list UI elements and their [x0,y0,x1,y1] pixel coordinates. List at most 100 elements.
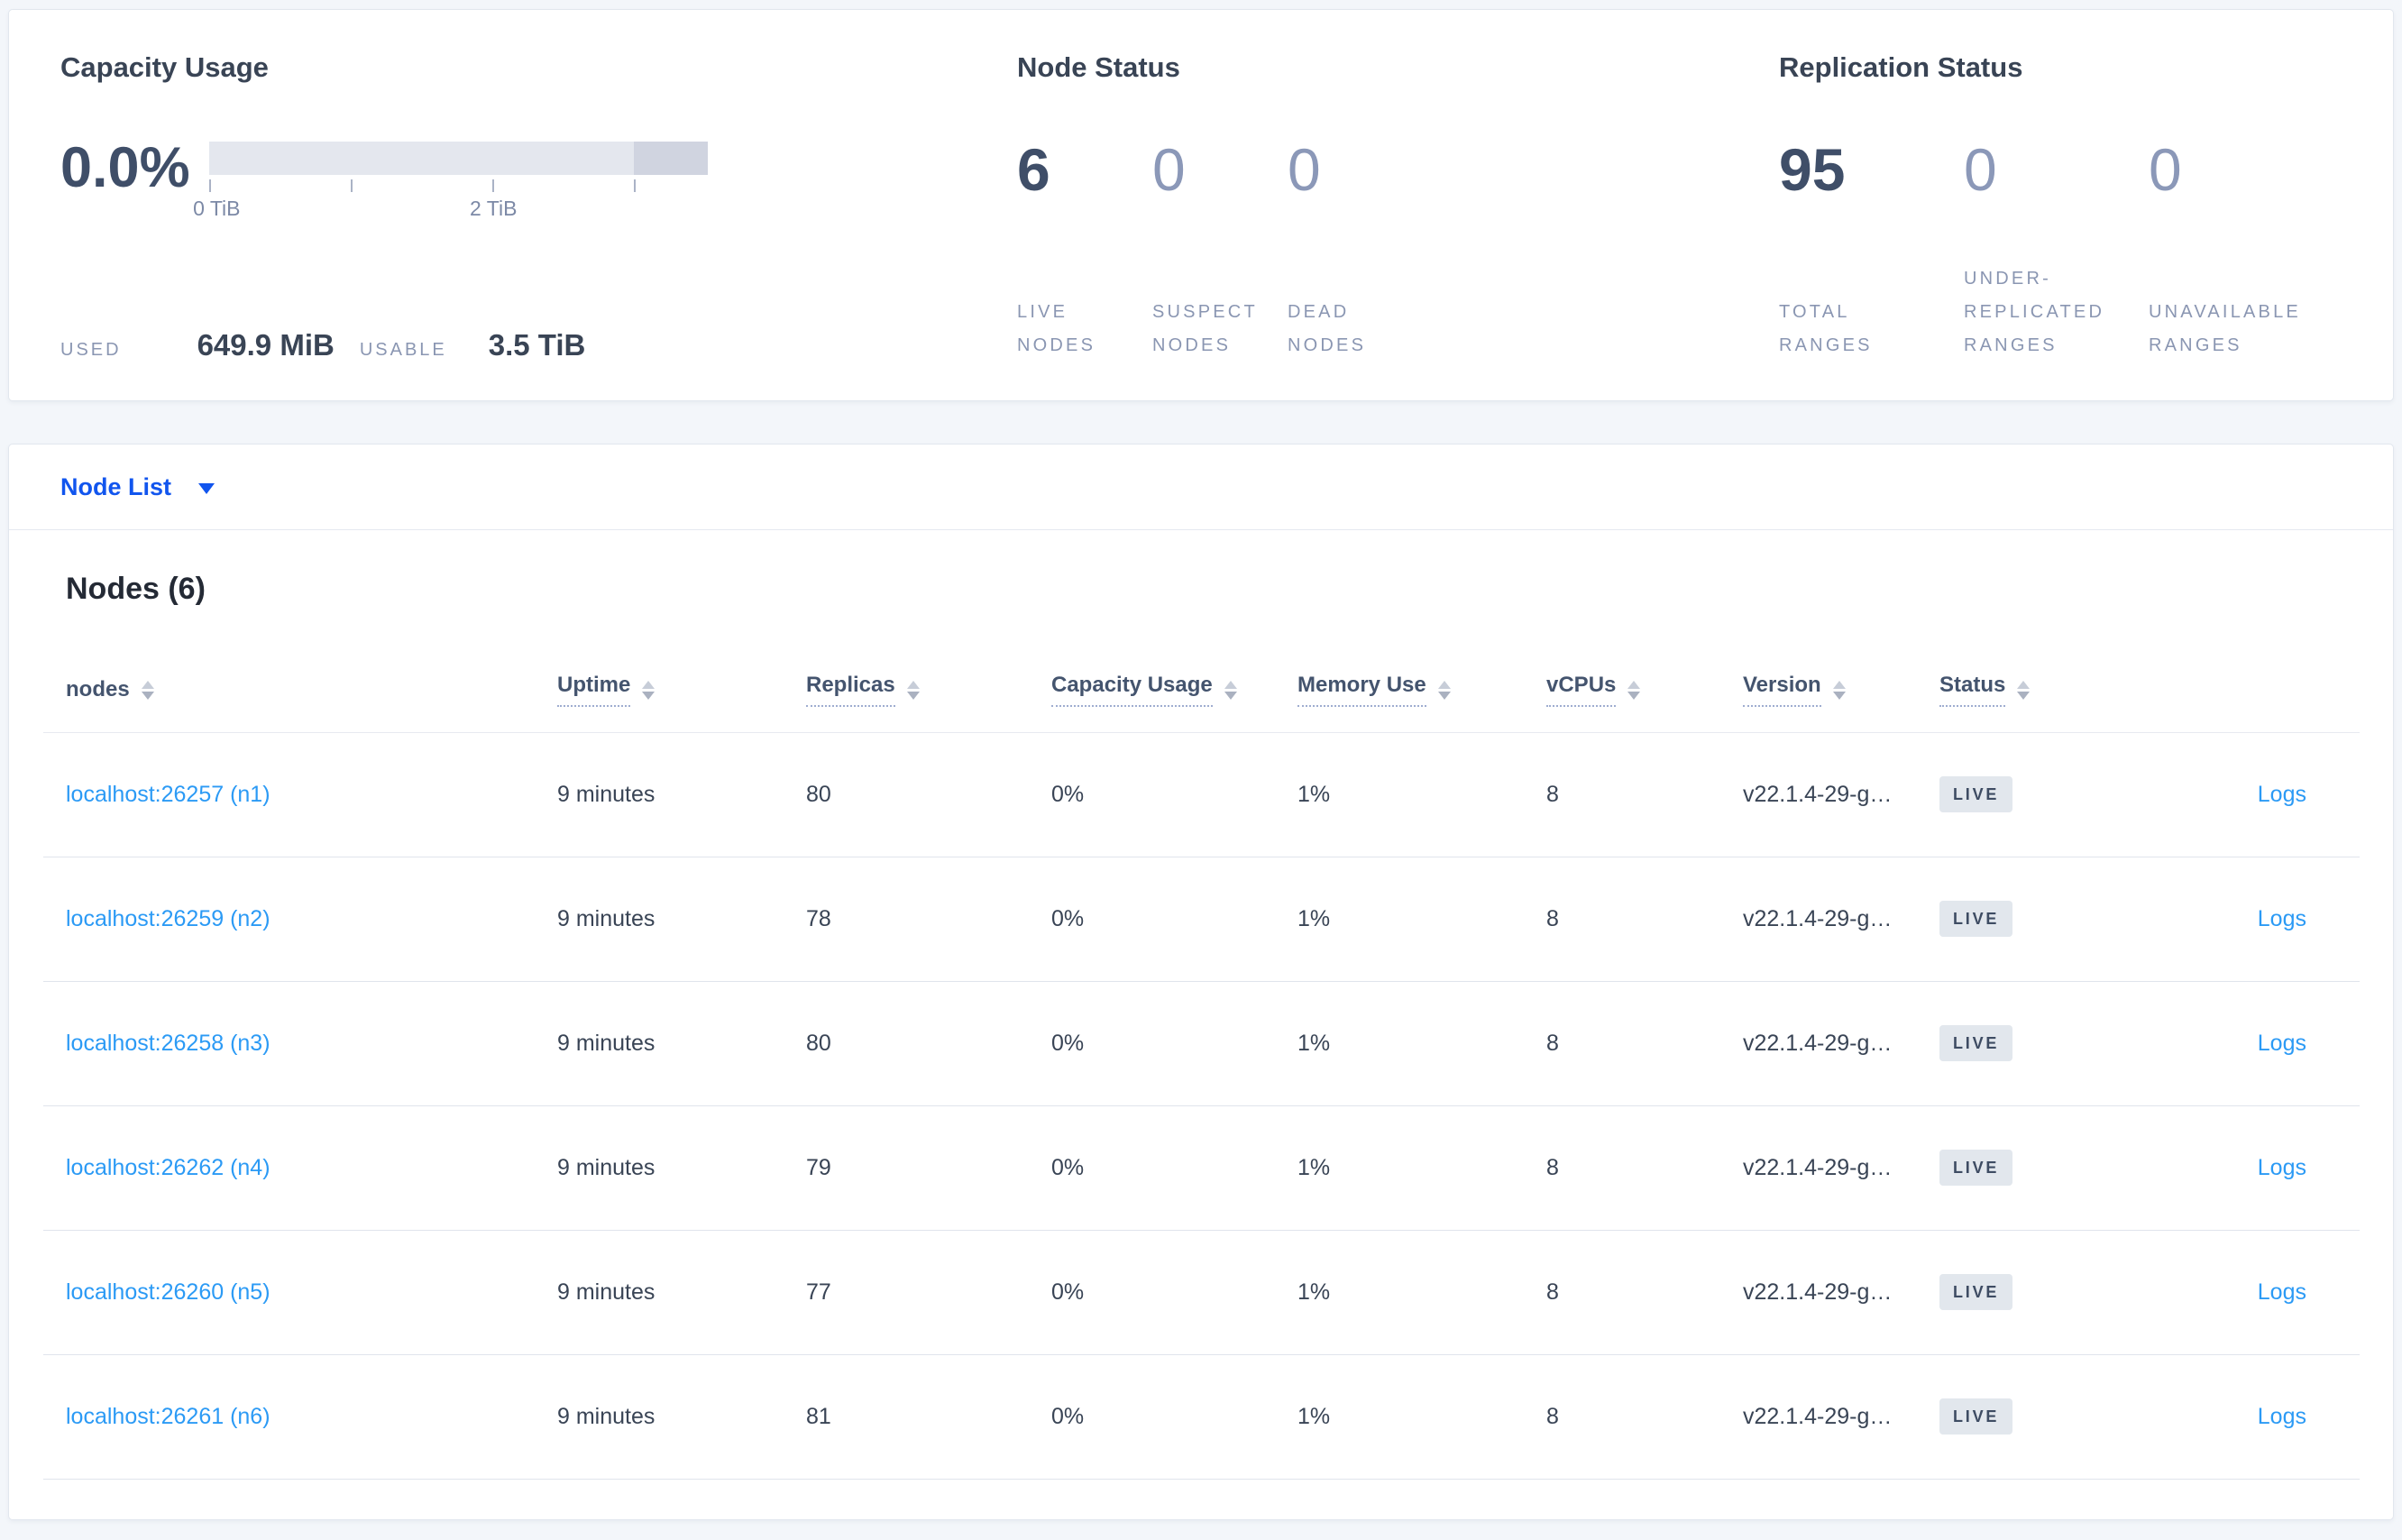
column-label: Version [1743,673,1821,708]
capacity-usage-cell: 0% [1051,857,1297,982]
vcpus-cell: 8 [1546,1105,1743,1231]
version-cell: v22.1.4-29-g… [1743,981,1939,1106]
status-badge: LIVE [1939,776,2013,812]
column-header-logs [2119,648,2360,733]
logs-link[interactable]: Logs [2257,781,2306,807]
sort-arrows-icon [1437,680,1451,700]
capacity-usage-section: Capacity Usage 0.0% 0 TiB 2 TiB [60,51,1017,362]
total-ranges-label: TOTAL RANGES [1779,302,1873,355]
node-list-dropdown[interactable]: Node List [60,473,215,501]
column-header-memory-use[interactable]: Memory Use [1297,648,1546,733]
dead-nodes-label: DEAD NODES [1288,302,1367,355]
node-list-card: Node List Nodes (6) nodes [8,444,2394,1520]
node-link[interactable]: localhost:26261 (n6) [66,1403,270,1429]
sort-arrows-icon [1224,680,1237,700]
table-header-row: nodes Uptime Replicas [43,648,2360,733]
version-cell: v22.1.4-29-g… [1743,1354,1939,1480]
column-header-status[interactable]: Status [1939,648,2119,733]
capacity-axis-ticks [209,179,708,194]
vcpus-cell: 8 [1546,1354,1743,1480]
sort-arrows-icon [2017,680,2031,700]
version-cell: v22.1.4-29-g… [1743,1230,1939,1355]
replicas-cell: 80 [806,732,1051,857]
capacity-bar-chart: 0 TiB 2 TiB [193,142,708,222]
column-header-nodes[interactable]: nodes [43,648,557,733]
uptime-cell: 9 minutes [557,1230,806,1355]
uptime-cell: 9 minutes [557,1354,806,1480]
status-badge: LIVE [1939,1274,2013,1310]
sort-arrows-icon [642,680,656,700]
tick-mark [492,179,495,192]
vcpus-cell: 8 [1546,981,1743,1106]
capacity-usage-cell: 0% [1051,1354,1297,1480]
column-label: Uptime [557,673,631,708]
version-cell: v22.1.4-29-g… [1743,732,1939,857]
dead-nodes-stat: 0 DEAD NODES [1288,140,1423,362]
logs-link[interactable]: Logs [2257,1154,2306,1180]
capacity-usage-cell: 0% [1051,1105,1297,1231]
unavailable-ranges-label: UNAVAILABLE RANGES [2149,302,2301,355]
status-badge: LIVE [1939,901,2013,937]
nodes-table-section: Nodes (6) nodes Uptime [9,530,2393,1519]
uptime-cell: 9 minutes [557,732,806,857]
capacity-usage-cell: 0% [1051,1230,1297,1355]
node-link[interactable]: localhost:26257 (n1) [66,781,270,807]
total-ranges-value: 95 [1779,136,1846,203]
column-label: Capacity Usage [1051,673,1213,708]
capacity-usage-cell: 0% [1051,732,1297,857]
column-header-uptime[interactable]: Uptime [557,648,806,733]
uptime-cell: 9 minutes [557,981,806,1106]
column-label: nodes [66,677,130,702]
nodes-table-title: Nodes (6) [66,572,206,606]
column-header-vcpus[interactable]: vCPUs [1546,648,1743,733]
memory-use-cell: 1% [1297,1354,1546,1480]
version-cell: v22.1.4-29-g… [1743,857,1939,982]
usable-label: USABLE [359,340,447,360]
uptime-cell: 9 minutes [557,857,806,982]
dead-nodes-value: 0 [1288,136,1321,203]
sort-arrows-icon [906,680,920,700]
column-label: Replicas [806,673,895,708]
vcpus-cell: 8 [1546,857,1743,982]
table-row: localhost:26262 (n4) 9 minutes 79 0% 1% … [43,1105,2360,1231]
live-nodes-label: LIVE NODES [1017,302,1096,355]
version-cell: v22.1.4-29-g… [1743,1105,1939,1231]
chevron-down-icon [198,483,215,494]
column-header-version[interactable]: Version [1743,648,1939,733]
capacity-bar-usable-segment [209,142,635,175]
replicas-cell: 80 [806,981,1051,1106]
suspect-nodes-value: 0 [1152,136,1186,203]
logs-link[interactable]: Logs [2257,1403,2306,1429]
total-ranges-stat: 95 TOTAL RANGES [1779,140,1964,362]
node-status-title: Node Status [1017,51,1180,83]
node-link[interactable]: localhost:26259 (n2) [66,905,270,931]
capacity-usage-title: Capacity Usage [60,51,269,83]
node-link[interactable]: localhost:26258 (n3) [66,1030,270,1056]
capacity-used-percent: 0.0% [60,136,190,199]
used-value: 649.9 MiB [197,328,335,362]
column-label: Status [1939,673,2006,708]
status-badge: LIVE [1939,1025,2013,1061]
logs-link[interactable]: Logs [2257,1279,2306,1305]
table-row: localhost:26259 (n2) 9 minutes 78 0% 1% … [43,857,2360,982]
cluster-summary-card: Capacity Usage 0.0% 0 TiB 2 TiB [8,9,2394,401]
column-header-capacity-usage[interactable]: Capacity Usage [1051,648,1297,733]
column-header-replicas[interactable]: Replicas [806,648,1051,733]
logs-link[interactable]: Logs [2257,1030,2306,1056]
vcpus-cell: 8 [1546,1230,1743,1355]
tick-label-zero: 0 TiB [193,197,241,220]
replicas-cell: 78 [806,857,1051,982]
memory-use-cell: 1% [1297,732,1546,857]
table-row: localhost:26261 (n6) 9 minutes 81 0% 1% … [43,1354,2360,1480]
live-nodes-stat: 6 LIVE NODES [1017,140,1152,362]
column-label: Memory Use [1297,673,1426,708]
status-badge: LIVE [1939,1398,2013,1435]
node-link[interactable]: localhost:26262 (n4) [66,1154,270,1180]
table-row: localhost:26257 (n1) 9 minutes 80 0% 1% … [43,732,2360,857]
capacity-usage-cell: 0% [1051,981,1297,1106]
replicas-cell: 81 [806,1354,1051,1480]
logs-link[interactable]: Logs [2257,905,2306,931]
memory-use-cell: 1% [1297,857,1546,982]
table-row: localhost:26258 (n3) 9 minutes 80 0% 1% … [43,981,2360,1106]
node-link[interactable]: localhost:26260 (n5) [66,1279,270,1305]
